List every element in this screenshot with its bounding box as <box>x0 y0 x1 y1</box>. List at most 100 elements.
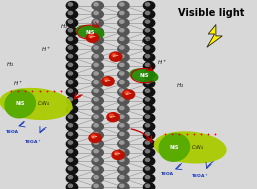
Circle shape <box>120 124 124 127</box>
Circle shape <box>94 72 98 75</box>
Circle shape <box>66 157 78 165</box>
Circle shape <box>66 122 78 131</box>
Circle shape <box>66 183 78 189</box>
Circle shape <box>118 140 129 148</box>
Circle shape <box>92 183 103 189</box>
Circle shape <box>118 88 129 96</box>
Circle shape <box>109 52 122 61</box>
Text: $e^-$: $e^-$ <box>109 114 117 121</box>
Circle shape <box>145 98 150 101</box>
Circle shape <box>118 114 129 122</box>
Circle shape <box>92 2 103 10</box>
Circle shape <box>68 20 72 23</box>
Circle shape <box>94 89 98 92</box>
Circle shape <box>120 20 124 23</box>
Circle shape <box>66 97 78 105</box>
Text: $e^-$: $e^-$ <box>104 78 112 85</box>
Circle shape <box>92 71 103 79</box>
Circle shape <box>118 79 129 88</box>
Circle shape <box>92 114 103 122</box>
Circle shape <box>66 114 78 122</box>
Circle shape <box>68 158 72 161</box>
Circle shape <box>92 10 103 19</box>
Circle shape <box>66 166 78 174</box>
Ellipse shape <box>0 88 72 119</box>
Circle shape <box>118 71 129 79</box>
Circle shape <box>112 150 124 160</box>
Text: TEOA: TEOA <box>6 130 19 134</box>
Circle shape <box>94 46 98 49</box>
Circle shape <box>66 36 78 44</box>
Circle shape <box>92 105 103 114</box>
Circle shape <box>66 19 78 27</box>
Circle shape <box>94 124 98 127</box>
Circle shape <box>107 113 119 122</box>
Circle shape <box>66 79 78 88</box>
Circle shape <box>94 98 98 101</box>
Circle shape <box>143 2 155 10</box>
Circle shape <box>118 62 129 70</box>
Text: TEOA$^+$: TEOA$^+$ <box>191 172 209 180</box>
Circle shape <box>143 148 155 157</box>
Circle shape <box>120 3 124 6</box>
Ellipse shape <box>159 134 190 161</box>
Circle shape <box>143 105 155 114</box>
Text: $H_2$: $H_2$ <box>6 60 14 69</box>
Circle shape <box>92 19 103 27</box>
Circle shape <box>91 135 96 138</box>
Circle shape <box>143 36 155 44</box>
Circle shape <box>94 55 98 58</box>
Circle shape <box>94 150 98 153</box>
Circle shape <box>125 91 129 94</box>
Circle shape <box>66 2 78 10</box>
Circle shape <box>118 166 129 174</box>
Circle shape <box>94 37 98 40</box>
Circle shape <box>118 10 129 19</box>
Circle shape <box>120 11 124 15</box>
Circle shape <box>145 167 150 170</box>
Circle shape <box>120 150 124 153</box>
Circle shape <box>68 167 72 170</box>
Ellipse shape <box>130 69 158 82</box>
Circle shape <box>120 89 124 92</box>
Circle shape <box>68 115 72 118</box>
Circle shape <box>120 176 124 179</box>
Circle shape <box>68 106 72 110</box>
Ellipse shape <box>76 26 104 39</box>
Circle shape <box>115 152 119 155</box>
Circle shape <box>145 63 150 66</box>
Text: $H_2$: $H_2$ <box>60 22 68 31</box>
Circle shape <box>143 97 155 105</box>
Circle shape <box>145 124 150 127</box>
Circle shape <box>145 158 150 161</box>
Circle shape <box>145 72 150 75</box>
Circle shape <box>120 167 124 170</box>
Circle shape <box>92 79 103 88</box>
Text: $e^-$: $e^-$ <box>114 152 122 158</box>
Circle shape <box>145 176 150 179</box>
Text: Visible light: Visible light <box>178 8 244 18</box>
Circle shape <box>122 90 135 99</box>
Circle shape <box>68 29 72 32</box>
Circle shape <box>143 157 155 165</box>
Text: $e^-$: $e^-$ <box>112 53 120 60</box>
Circle shape <box>118 105 129 114</box>
Circle shape <box>68 11 72 15</box>
Circle shape <box>66 27 78 36</box>
Circle shape <box>66 10 78 19</box>
Text: TEOA: TEOA <box>161 172 173 176</box>
Circle shape <box>143 131 155 139</box>
Circle shape <box>118 53 129 62</box>
Circle shape <box>94 132 98 136</box>
Circle shape <box>120 158 124 161</box>
Circle shape <box>145 37 150 40</box>
Circle shape <box>68 89 72 92</box>
Circle shape <box>145 106 150 110</box>
Circle shape <box>92 148 103 157</box>
Circle shape <box>109 114 114 117</box>
Circle shape <box>145 184 150 187</box>
Circle shape <box>66 88 78 96</box>
Circle shape <box>120 98 124 101</box>
Circle shape <box>68 184 72 187</box>
Circle shape <box>120 72 124 75</box>
